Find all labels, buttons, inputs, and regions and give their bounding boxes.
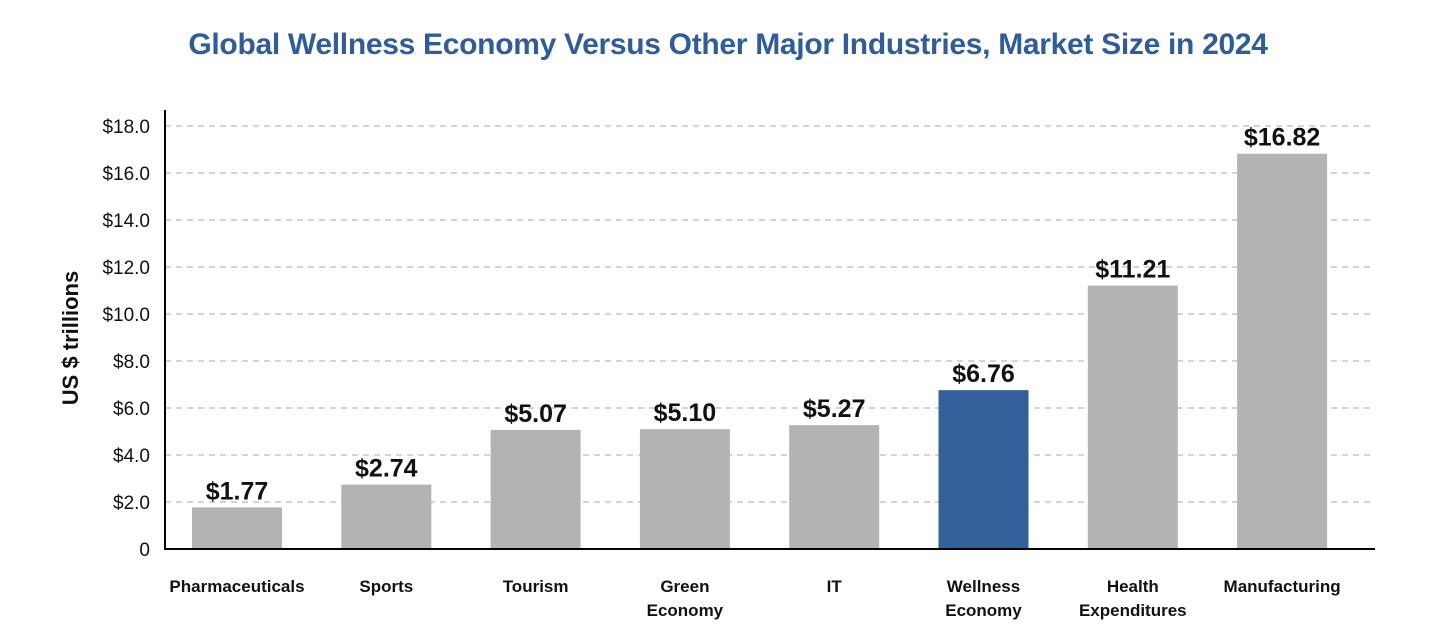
y-tick-label: $16.0 [102, 164, 150, 185]
x-tick-label: Sports [359, 577, 413, 596]
bar [490, 429, 581, 549]
y-axis-label: US $ trillions [58, 271, 83, 405]
x-tick-label: Wellness [947, 577, 1020, 596]
x-tick-label: Pharmaceuticals [169, 577, 304, 596]
bar [639, 429, 730, 549]
y-tick-label: $18.0 [102, 117, 150, 138]
y-tick-label: $10.0 [102, 305, 150, 326]
data-label: $2.74 [355, 455, 418, 483]
x-tick-label: Green [660, 577, 709, 596]
y-tick-label: 0 [139, 540, 150, 561]
data-label: $1.77 [206, 477, 269, 505]
bar [341, 484, 432, 549]
x-tick-label: IT [827, 577, 843, 596]
bar [1087, 285, 1178, 549]
y-tick-label: $8.0 [113, 352, 150, 373]
x-tick-label: Economy [945, 601, 1022, 620]
y-tick-label: $14.0 [102, 211, 150, 232]
y-tick-label: $6.0 [113, 399, 150, 420]
x-tick-label: Tourism [503, 577, 569, 596]
data-label: $6.76 [952, 360, 1015, 388]
data-label: $5.07 [504, 400, 567, 428]
data-label: $16.82 [1244, 124, 1320, 152]
bar [192, 507, 282, 549]
y-tick-label: $12.0 [102, 258, 150, 279]
x-tick-label: Manufacturing [1224, 577, 1341, 596]
y-tick-label: $2.0 [113, 493, 150, 514]
y-tick-label: $4.0 [113, 446, 150, 467]
x-tick-label: Health [1107, 577, 1159, 596]
data-label: $5.10 [654, 399, 717, 427]
data-label: $11.21 [1095, 256, 1170, 284]
bar [1237, 153, 1328, 550]
bar [789, 425, 880, 549]
bar [938, 390, 1029, 549]
chart-title: Global Wellness Economy Versus Other Maj… [188, 28, 1268, 61]
x-tick-label: Economy [647, 601, 724, 620]
data-label: $5.27 [803, 395, 866, 423]
x-tick-label: Expenditures [1079, 601, 1187, 620]
